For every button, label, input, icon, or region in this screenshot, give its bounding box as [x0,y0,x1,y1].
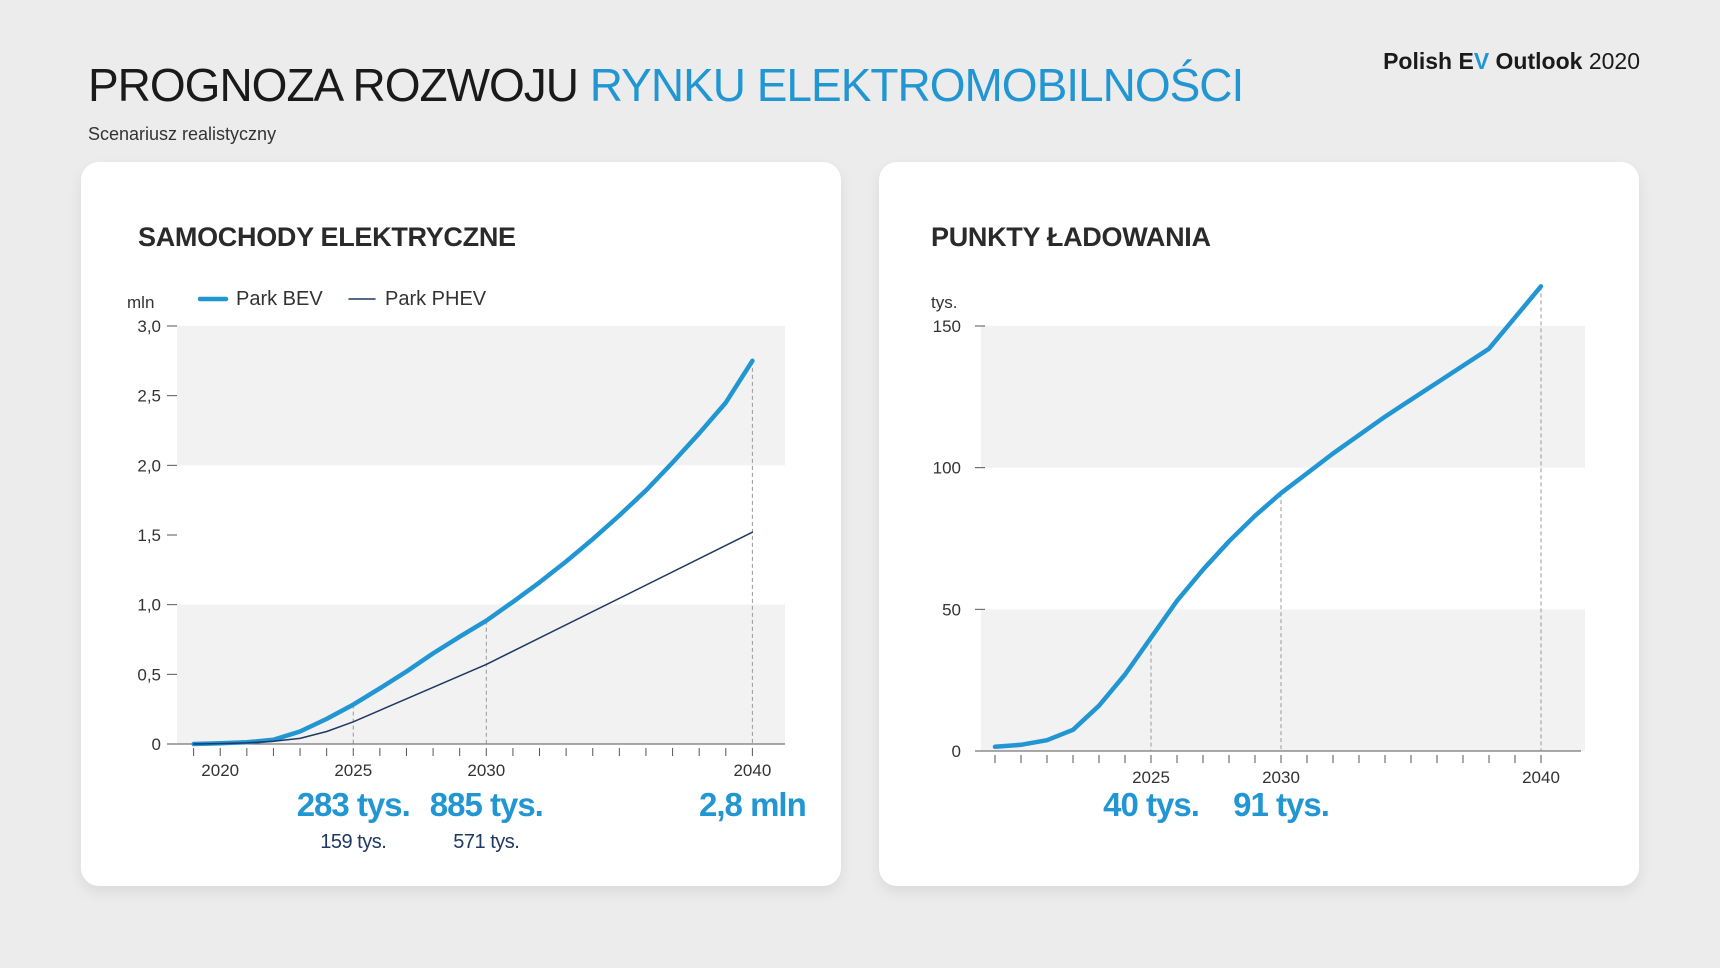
series-line-park-bev [191,358,755,747]
y-tick-label: 2,5 [137,387,161,406]
title-part-1: PROGNOZA ROZWOJU [88,59,579,111]
x-tick-label-2040: 2040 [1522,768,1560,787]
callout-secondary-2030: 571 tys. [453,831,519,853]
series-line-series-0 [992,284,1544,750]
charging-points-chart: 0 50 100 150 tys. 2025 2030 2040 40 tys. 91 tys. [931,284,1585,823]
brand-logo: Polish EV Outlook 2020 [1383,48,1640,75]
callout-primary-2025: 283 tys. [297,786,410,823]
x-tick-label-2030: 2030 [1262,768,1300,787]
title-part-2: RYNKU ELEKTROMOBILNOŚCI [589,59,1245,111]
y-tick-label: 2,0 [137,456,161,475]
ev-cars-chart: 0 0,5 1,0 1,5 2,0 2,5 3,0 mln 2020 2025 2030 2040 28… [127,288,807,853]
y-tick-label: 50 [942,600,961,619]
plot-band [177,604,785,744]
plot-band [981,326,1585,468]
y-unit-label: mln [127,293,154,312]
y-tick-label: 1,5 [137,526,161,545]
ev-cars-chart-card: 0 0,5 1,0 1,5 2,0 2,5 3,0 mln 2020 2025 2030 2040 28… [81,162,841,886]
y-tick-label: 150 [933,317,961,336]
series-line-park-phev [192,531,754,745]
ev-cars-chart-title: SAMOCHODY ELEKTRYCZNE [138,222,516,252]
legend-label-1: Park PHEV [385,288,487,310]
legend-label-0: Park BEV [236,288,323,310]
callout-primary-2025: 40 tys. [1103,786,1199,823]
brand-year: 2020 [1588,48,1640,74]
callout-primary-2040: 2,8 mln [699,786,806,823]
callout-secondary-2025: 159 tys. [320,831,386,853]
y-tick-label: 0 [952,742,961,761]
x-tick-label-2030: 2030 [467,761,505,780]
plot-band [177,326,785,466]
brand-name-part-2: Outlook [1489,48,1583,74]
y-tick-label: 3,0 [137,317,161,336]
y-tick-label: 0,5 [137,665,161,684]
y-unit-label: tys. [931,293,957,312]
x-tick-label-2040: 2040 [733,761,771,780]
y-tick-label: 0 [152,735,161,754]
x-tick-label-2025: 2025 [1132,768,1170,787]
page-subtitle: Scenariusz realistyczny [88,124,277,144]
charging-points-chart-card: 0 50 100 150 tys. 2025 2030 2040 40 tys. 91 tys. … [879,162,1639,886]
page-title: PROGNOZA ROZWOJU RYNKU ELEKTROMOBILNOŚCI [88,58,1245,112]
x-tick-label-2025: 2025 [334,761,372,780]
y-tick-label: 100 [933,459,961,478]
plot-band [981,609,1585,751]
x-tick-label-2020: 2020 [201,761,239,780]
callout-primary-2030: 91 tys. [1233,786,1329,823]
y-tick-label: 1,0 [137,596,161,615]
charging-points-chart-title: PUNKTY ŁADOWANIA [931,222,1211,252]
callout-primary-2030: 885 tys. [430,786,543,823]
brand-name-part-1: Polish E [1383,48,1474,74]
brand-name-v: V [1473,48,1490,74]
